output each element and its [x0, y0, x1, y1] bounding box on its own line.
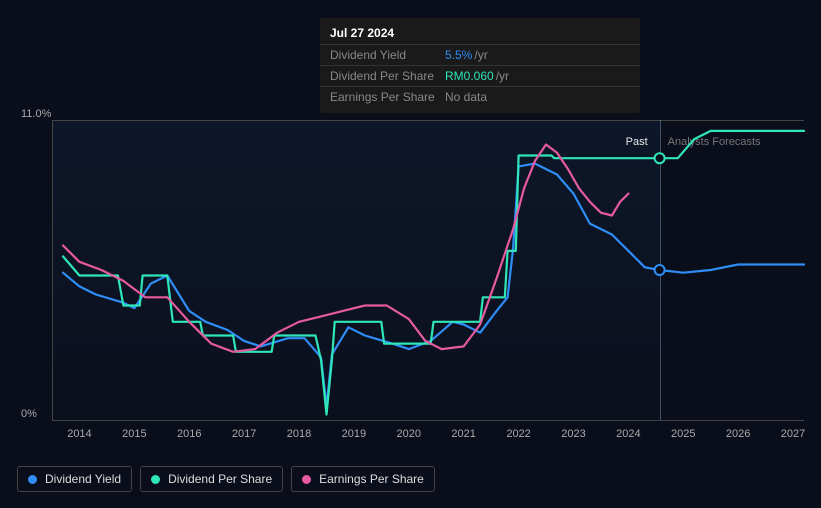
x-tick-label: 2019 [342, 428, 366, 440]
x-tick-label: 2018 [287, 428, 311, 440]
legend-item[interactable]: Dividend Per Share [140, 466, 283, 492]
x-tick-label: 2017 [232, 428, 256, 440]
x-tick-label: 2026 [726, 428, 750, 440]
x-tick-label: 2020 [397, 428, 421, 440]
x-tick-label: 2025 [671, 428, 695, 440]
legend-label: Dividend Yield [45, 472, 121, 486]
tooltip-row-label: Dividend Per Share [330, 69, 445, 83]
legend-item[interactable]: Dividend Yield [17, 466, 132, 492]
legend-dot [151, 475, 160, 484]
x-tick-label: 2016 [177, 428, 201, 440]
line-chart[interactable]: 11.0% 0% Past Analysts Forecasts [17, 108, 804, 420]
legend-label: Dividend Per Share [168, 472, 272, 486]
y-axis-max: 11.0% [21, 108, 51, 120]
legend-dot [302, 475, 311, 484]
tooltip-row-unit: /yr [474, 48, 487, 62]
x-axis: 2014 2015 2016 2017 2018 2019 2020 2021 2022 2023… [17, 428, 804, 448]
y-axis-min: 0% [21, 408, 37, 420]
legend-item[interactable]: Earnings Per Share [291, 466, 435, 492]
chart-lines [52, 120, 804, 420]
x-tick-label: 2023 [561, 428, 585, 440]
tooltip-row-label: Dividend Yield [330, 48, 445, 62]
x-tick-label: 2024 [616, 428, 640, 440]
series-line [63, 164, 804, 407]
tooltip-row-value: 5.5% [445, 48, 472, 62]
series-marker [655, 265, 665, 275]
tooltip-row: Dividend Per ShareRM0.060/yr [320, 65, 640, 86]
x-tick-label: 2021 [451, 428, 475, 440]
legend: Dividend Yield Dividend Per Share Earnings… [17, 466, 435, 492]
grid-bottom [52, 420, 804, 421]
x-tick-label: 2027 [781, 428, 805, 440]
legend-label: Earnings Per Share [319, 472, 424, 486]
x-tick-label: 2015 [122, 428, 146, 440]
tooltip-row-value: No data [445, 90, 487, 104]
series-marker [655, 153, 665, 163]
tooltip-row-label: Earnings Per Share [330, 90, 445, 104]
tooltip-date: Jul 27 2024 [320, 24, 640, 44]
legend-dot [28, 475, 37, 484]
tooltip-row: Earnings Per ShareNo data [320, 86, 640, 107]
x-tick-label: 2022 [506, 428, 530, 440]
tooltip-row: Dividend Yield5.5%/yr [320, 44, 640, 65]
x-tick-label: 2014 [67, 428, 91, 440]
chart-tooltip: Jul 27 2024 Dividend Yield5.5%/yrDividen… [320, 18, 640, 113]
tooltip-row-value: RM0.060 [445, 69, 494, 83]
tooltip-row-unit: /yr [496, 69, 509, 83]
